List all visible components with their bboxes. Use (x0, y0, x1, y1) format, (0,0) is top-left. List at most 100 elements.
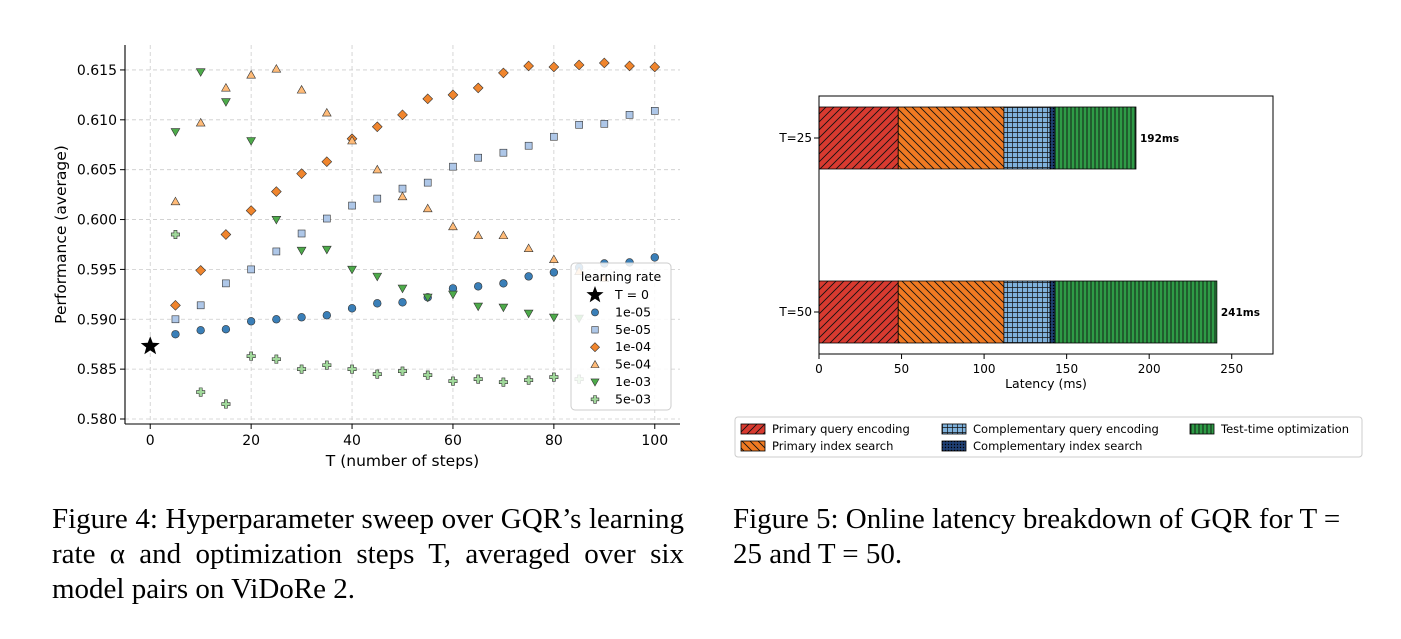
point-lr-1e-03 (271, 215, 282, 225)
x-tick-label: 60 (444, 433, 462, 449)
legend-swatch-complementary-query-encoding (941, 423, 967, 435)
point-lr-5e-05 (550, 132, 558, 141)
y-tick-label: 0.590 (77, 312, 117, 328)
legend: Primary query encoding Primary index sear… (734, 416, 1363, 458)
point-lr-1e-03 (221, 98, 231, 107)
point-lr-1e-04 (271, 186, 282, 197)
y-tick-label: T=25 (778, 131, 812, 145)
point-lr-5e-04 (397, 191, 408, 201)
x-tick-label: 20 (242, 433, 260, 449)
point-lr-1e-05 (549, 268, 559, 277)
legend-label: 5e-05 (615, 322, 651, 337)
bar-segment-primary-query-encoding (818, 106, 899, 170)
point-lr-5e-04 (523, 243, 534, 253)
y-tick-label: 0.600 (77, 213, 117, 229)
point-lr-5e-04 (422, 203, 433, 213)
point-lr-5e-03 (423, 370, 433, 380)
bar-segment-primary-index-search (897, 280, 1005, 344)
point-lr-1e-04 (498, 67, 509, 79)
point-lr-1e-05 (246, 317, 256, 326)
point-lr-5e-05 (196, 301, 205, 310)
point-lr-5e-03 (196, 387, 206, 397)
point-lr-5e-03 (246, 351, 256, 361)
axes (124, 45, 680, 425)
point-lr-1e-05 (650, 253, 659, 262)
y-tick-label: 0.615 (77, 63, 117, 79)
bar-segment-complementary-index-search (1049, 106, 1056, 170)
legend: learning rate T = 0 1e-05 5e-05 1e-04 5e-04 1e… (570, 262, 672, 411)
point-lr-5e-04 (221, 82, 231, 92)
point-lr-5e-05 (575, 120, 583, 129)
point-lr-1e-04 (422, 93, 434, 105)
point-lr-1e-04 (321, 156, 333, 168)
bar-total-label: 192ms (1140, 133, 1179, 145)
point-lr-5e-05 (222, 279, 230, 288)
point-lr-1e-04 (397, 109, 408, 121)
point-lr-1e-03 (498, 303, 509, 313)
point-lr-1e-05 (322, 311, 331, 320)
point-lr-5e-05 (600, 119, 609, 128)
point-lr-1e-05 (297, 313, 306, 322)
point-lr-5e-04 (473, 230, 484, 240)
point-lr-5e-03 (498, 377, 508, 387)
legend-label: 1e-04 (615, 339, 651, 354)
figure-4-scatter-chart: 0 20 40 60 80 100 0.580 0.585 0.590 0.595 0.600 0.6… (52, 45, 680, 470)
point-lr-5e-03 (297, 364, 307, 374)
x-tick-label: 50 (894, 362, 909, 376)
point-lr-1e-05 (398, 298, 407, 307)
point-lr-5e-03 (448, 376, 458, 386)
point-lr-1e-04 (624, 60, 635, 72)
point-lr-5e-04 (498, 230, 509, 240)
point-lr-5e-04 (195, 117, 206, 127)
point-lr-5e-05 (423, 178, 432, 187)
point-lr-1e-04 (548, 61, 560, 73)
point-lr-5e-05 (323, 214, 331, 223)
point-lr-5e-05 (650, 107, 659, 115)
bar-segment-primary-query-encoding (818, 280, 899, 344)
legend-label: Complementary index search (973, 439, 1142, 453)
legend-marker-5e-05 (591, 326, 599, 334)
x-axis-label: T (number of steps) (325, 452, 479, 470)
legend-marker-1e-03 (590, 378, 600, 387)
point-lr-1e-05 (347, 304, 357, 313)
point-lr-1e-04 (598, 57, 610, 69)
point-lr-1e-03 (347, 265, 357, 275)
legend-swatch-primary-index-search (740, 440, 766, 452)
point-lr-5e-03 (397, 366, 408, 376)
point-lr-5e-04 (549, 254, 559, 263)
x-tick-label: 100 (641, 433, 668, 449)
legend-marker-T = 0 (586, 286, 604, 303)
point-lr-5e-03 (372, 369, 382, 379)
point-lr-5e-05 (272, 247, 281, 256)
y-tick-label: 0.605 (77, 163, 117, 179)
point-lr-5e-04 (246, 69, 256, 79)
point-lr-5e-03 (549, 372, 559, 382)
legend-box (570, 262, 672, 411)
point-lr-1e-04 (523, 60, 534, 72)
y-tick-label: 0.595 (77, 262, 117, 278)
point-lr-1e-03 (170, 128, 181, 137)
point-lr-1e-03 (296, 246, 307, 256)
point-lr-1e-03 (372, 272, 383, 282)
point-lr-1e-05 (373, 299, 382, 308)
legend-marker-5e-04 (590, 359, 600, 368)
point-lr-1e-04 (296, 168, 307, 179)
x-axis-label: Latency (ms) (1005, 376, 1087, 391)
point-lr-1e-03 (473, 302, 484, 312)
point-lr-5e-04 (372, 164, 383, 174)
x-tick-label: 150 (1055, 362, 1078, 376)
point-lr-5e-03 (221, 399, 231, 409)
legend-label: 5e-03 (615, 391, 651, 406)
point-lr-5e-05 (499, 148, 508, 157)
scatter-points (140, 57, 661, 409)
x-tick-label: 100 (973, 362, 996, 376)
legend-label: T = 0 (614, 287, 649, 302)
point-lr-5e-05 (348, 201, 356, 210)
point-lr-1e-04 (220, 229, 232, 240)
point-lr-1e-03 (448, 290, 458, 300)
point-lr-5e-05 (247, 265, 255, 274)
legend-swatch-test-time-optimization (1189, 423, 1215, 435)
legend-label: Primary query encoding (772, 422, 910, 436)
y-tick-label: T=50 (778, 305, 812, 319)
point-lr-1e-03 (523, 309, 534, 319)
